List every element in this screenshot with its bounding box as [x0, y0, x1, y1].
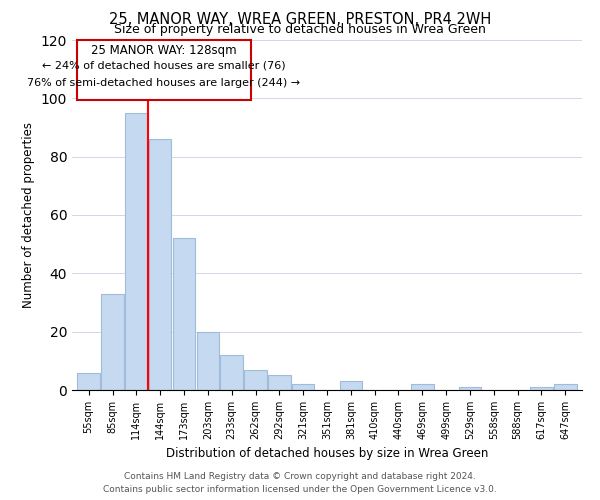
Bar — [197, 332, 219, 390]
Bar — [268, 376, 290, 390]
Y-axis label: Number of detached properties: Number of detached properties — [22, 122, 35, 308]
Bar — [340, 381, 362, 390]
Bar — [411, 384, 434, 390]
Bar — [530, 387, 553, 390]
Bar — [101, 294, 124, 390]
Text: Size of property relative to detached houses in Wrea Green: Size of property relative to detached ho… — [114, 22, 486, 36]
Bar — [149, 139, 172, 390]
Text: ← 24% of detached houses are smaller (76): ← 24% of detached houses are smaller (76… — [42, 60, 286, 70]
Bar — [292, 384, 314, 390]
Text: 25 MANOR WAY: 128sqm: 25 MANOR WAY: 128sqm — [91, 44, 237, 58]
Bar — [125, 113, 148, 390]
Bar — [77, 372, 100, 390]
Bar — [554, 384, 577, 390]
X-axis label: Distribution of detached houses by size in Wrea Green: Distribution of detached houses by size … — [166, 448, 488, 460]
Bar — [173, 238, 196, 390]
FancyBboxPatch shape — [77, 40, 251, 100]
Bar — [244, 370, 267, 390]
Text: Contains HM Land Registry data © Crown copyright and database right 2024.
Contai: Contains HM Land Registry data © Crown c… — [103, 472, 497, 494]
Text: 76% of semi-detached houses are larger (244) →: 76% of semi-detached houses are larger (… — [28, 78, 301, 88]
Bar — [458, 387, 481, 390]
Bar — [220, 355, 243, 390]
Text: 25, MANOR WAY, WREA GREEN, PRESTON, PR4 2WH: 25, MANOR WAY, WREA GREEN, PRESTON, PR4 … — [109, 12, 491, 28]
